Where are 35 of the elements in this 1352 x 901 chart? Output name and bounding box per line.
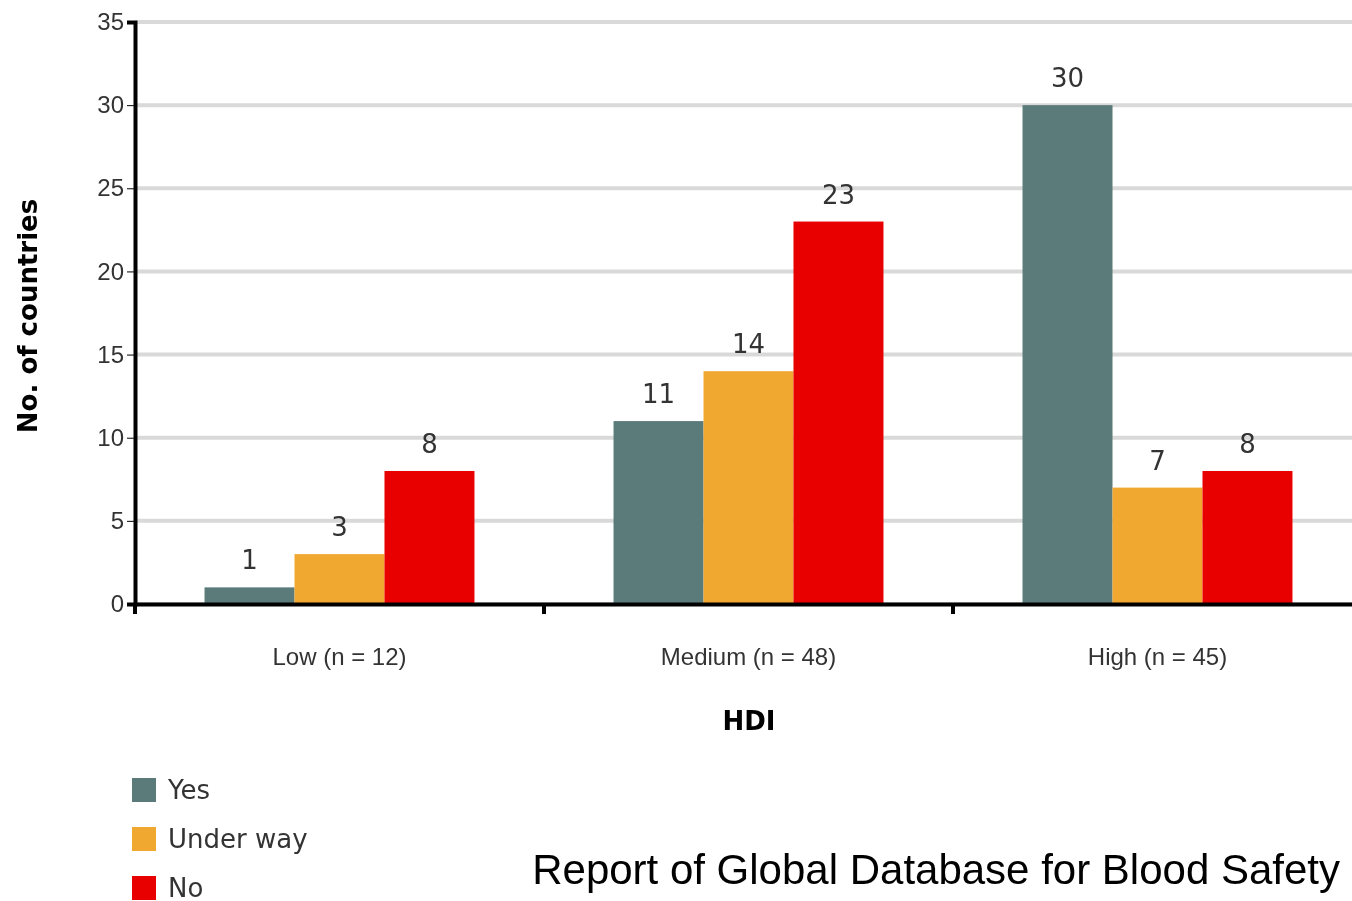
- bar: [204, 587, 295, 604]
- y-tick-label: 30: [97, 91, 124, 119]
- data-label: 11: [641, 379, 676, 410]
- x-tick-label: High (n = 45): [1087, 643, 1228, 671]
- y-tick-label: 15: [97, 340, 124, 368]
- y-tick-label: 0: [110, 590, 124, 618]
- legend-label: Under way: [168, 824, 308, 854]
- legend-label: No: [168, 873, 204, 901]
- legend-label: Yes: [167, 775, 210, 805]
- data-label: 8: [1239, 428, 1256, 459]
- data-label: 23: [821, 179, 856, 210]
- y-tick-label: 10: [97, 423, 124, 451]
- data-label: 1: [241, 545, 258, 576]
- data-label: 8: [421, 428, 438, 459]
- bar: [613, 421, 704, 604]
- y-tick-label: 20: [97, 257, 124, 285]
- data-label: 14: [731, 329, 766, 360]
- y-tick-label: 35: [97, 8, 124, 36]
- text: Report of Global Database for Blood Safety: [532, 846, 1340, 893]
- data-label: 30: [1050, 63, 1085, 94]
- bar: [793, 221, 884, 604]
- bar: [294, 554, 385, 604]
- x-axis-title: HDI: [722, 706, 776, 736]
- y-axis-title: No. of countries: [13, 198, 43, 434]
- bar: [703, 371, 794, 604]
- y-tick-label: 25: [97, 174, 124, 202]
- data-label: 3: [331, 512, 348, 543]
- bar: [1112, 487, 1203, 604]
- bar: [1202, 470, 1293, 604]
- bar: [1022, 105, 1113, 604]
- bar: [384, 470, 475, 604]
- x-tick-label: Low (n = 12): [272, 643, 407, 671]
- x-tick-label: Medium (n = 48): [660, 643, 837, 671]
- data-label: 7: [1149, 445, 1166, 476]
- y-tick-label: 5: [110, 507, 124, 535]
